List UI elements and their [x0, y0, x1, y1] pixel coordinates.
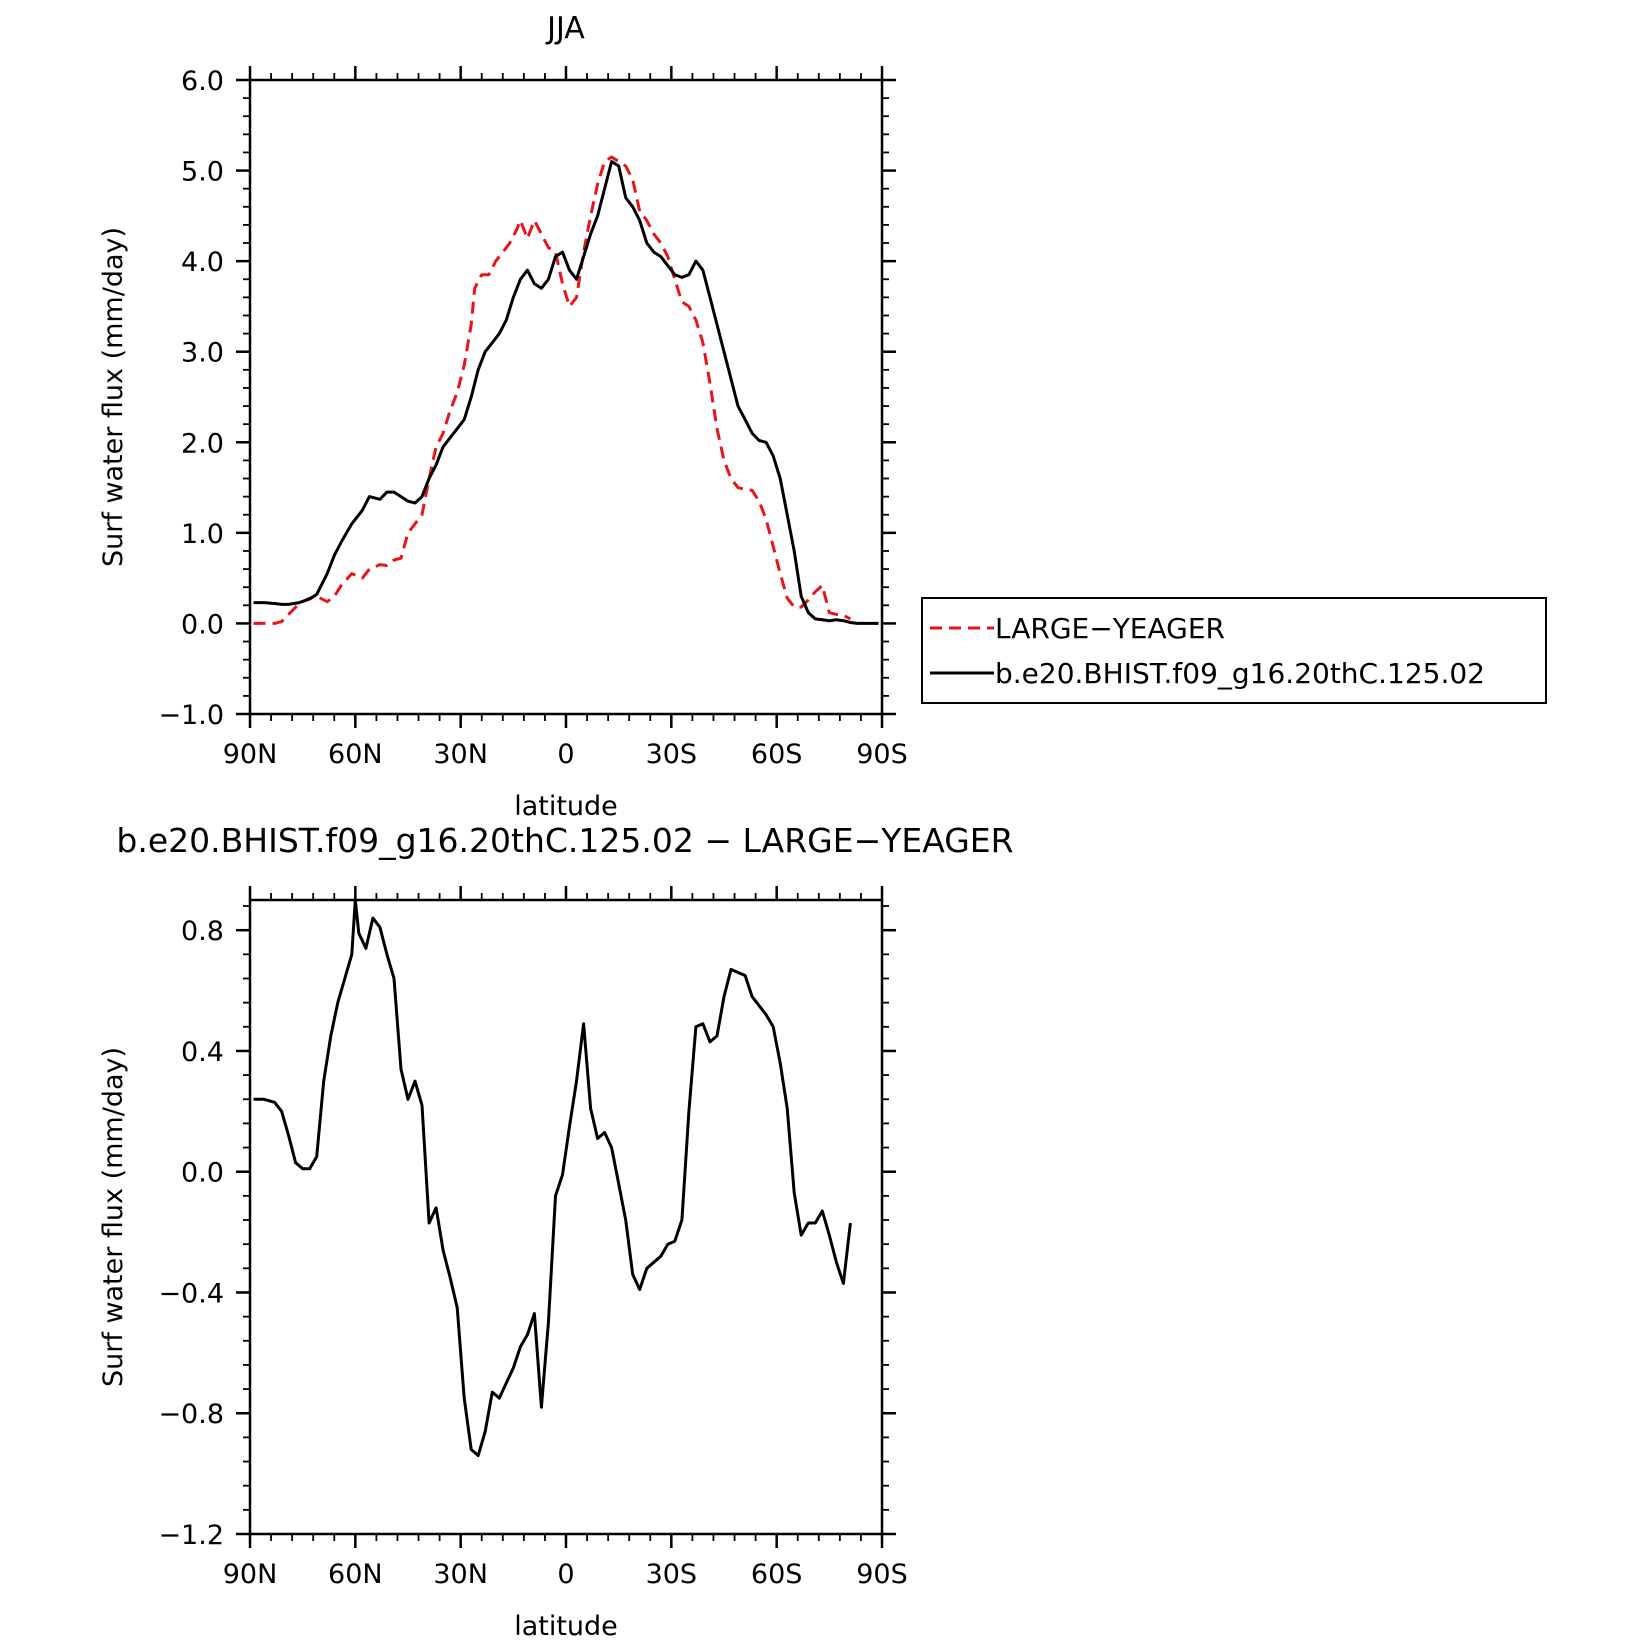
- top-y-tick-label: 2.0: [181, 428, 224, 459]
- top-x-tick-label: 90N: [223, 739, 278, 770]
- bottom-y-axis-label: Surf water flux (mm/day): [98, 1047, 129, 1387]
- top-series-line-1: [253, 160, 879, 625]
- bottom-y-tick-label: 0.0: [181, 1158, 224, 1189]
- top-panel: JJA 90N 60N 30N 0 30S 60S 90S −1.0 0.0 1.0 2.0 3.0 4…: [98, 11, 1547, 822]
- bottom-chart-title: b.e20.BHIST.f09_g16.20thC.125.02 − LARGE…: [116, 821, 1013, 860]
- top-x-tick-label: 30S: [646, 739, 698, 770]
- top-y-tick-label: −1.0: [158, 700, 224, 731]
- bottom-x-tick-label: 90S: [856, 1559, 908, 1590]
- top-x-tick-label: 0: [557, 739, 574, 770]
- top-series-group: [253, 155, 879, 625]
- top-x-axis-label: latitude: [514, 791, 618, 822]
- top-y-tick-label: 1.0: [181, 519, 224, 550]
- top-x-tick-label: 60N: [328, 739, 383, 770]
- top-tick-labels: 90N 60N 30N 0 30S 60S 90S −1.0 0.0 1.0 2.0 3.0 4.0 5.…: [158, 66, 907, 770]
- bottom-plot-frame: [248, 898, 884, 1536]
- bottom-x-tick-label: 0: [557, 1559, 574, 1590]
- bottom-y-tick-label: 0.8: [181, 916, 224, 947]
- bottom-y-tick-label: −0.8: [158, 1399, 224, 1430]
- top-y-tick-label: 5.0: [181, 157, 224, 188]
- top-y-tick-label: 3.0: [181, 338, 224, 369]
- bottom-x-tick-label: 30N: [433, 1559, 488, 1590]
- bottom-x-axis-label: latitude: [514, 1611, 618, 1641]
- top-y-tick-label: 0.0: [181, 609, 224, 640]
- legend-box: [921, 597, 1547, 704]
- bottom-series-group: [253, 898, 852, 1457]
- top-y-tick-label: 6.0: [181, 66, 224, 97]
- bottom-panel: b.e20.BHIST.f09_g16.20thC.125.02 − LARGE…: [98, 821, 1014, 1641]
- legend: LARGE−YEAGER b.e20.BHIST.f09_g16.20thC.1…: [921, 597, 1547, 704]
- top-x-tick-label: 30N: [433, 739, 488, 770]
- bottom-tick-labels: 90N 60N 30N 0 30S 60S 90S −1.2 −0.8 −0.4 0.0 0.4 0.8: [158, 916, 907, 1590]
- bottom-y-tick-label: −0.4: [158, 1278, 224, 1309]
- top-axis-ticks: [236, 66, 896, 728]
- top-x-tick-label: 60S: [751, 739, 803, 770]
- top-y-axis-label: Surf water flux (mm/day): [98, 227, 129, 567]
- top-x-tick-label: 90S: [856, 739, 908, 770]
- bottom-x-tick-label: 60N: [328, 1559, 383, 1590]
- top-plot-frame: [248, 78, 884, 716]
- bottom-y-tick-label: 0.4: [181, 1037, 224, 1068]
- bottom-series-line-0: [253, 898, 852, 1457]
- bottom-x-tick-label: 30S: [646, 1559, 698, 1590]
- legend-label-bhist: b.e20.BHIST.f09_g16.20thC.125.02: [995, 657, 1485, 690]
- bottom-x-tick-label: 60S: [751, 1559, 803, 1590]
- top-y-tick-label: 4.0: [181, 247, 224, 278]
- bottom-x-tick-label: 90N: [223, 1559, 278, 1590]
- bottom-y-tick-label: −1.2: [158, 1520, 224, 1551]
- top-series-line-0: [253, 155, 852, 625]
- top-chart-title: JJA: [545, 11, 585, 46]
- legend-label-large-yeager: LARGE−YEAGER: [995, 612, 1225, 645]
